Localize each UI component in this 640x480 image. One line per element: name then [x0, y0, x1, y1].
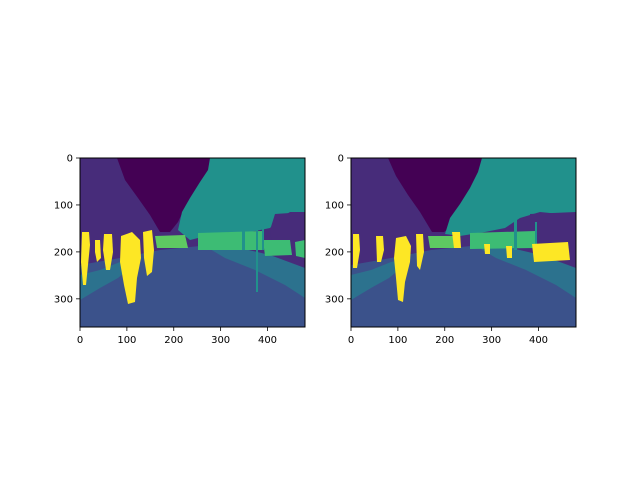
right-x-tick-label: 300: [482, 335, 501, 346]
left-x-tick-label: 300: [211, 335, 230, 346]
left-x-tick-label: 100: [117, 335, 136, 346]
right-y-axis: 0 100 200 300: [325, 154, 351, 305]
left-image-panel: 0 100 200 300 400 0 100 200 300: [54, 154, 306, 346]
right-x-tick-label: 0: [348, 335, 354, 346]
right-x-tick-label: 200: [435, 335, 454, 346]
right-y-tick-label: 200: [325, 247, 344, 258]
left-x-tick-label: 0: [77, 335, 83, 346]
right-x-tick-label: 100: [388, 335, 407, 346]
right-image-panel: 0 100 200 300 400 0 100 200 300: [325, 154, 577, 346]
right-y-tick-label: 300: [325, 294, 344, 305]
left-y-tick-label: 100: [54, 200, 73, 211]
right-y-tick-label: 100: [325, 200, 344, 211]
right-x-tick-label: 400: [529, 335, 548, 346]
right-x-axis: 0 100 200 300 400: [348, 327, 548, 346]
left-y-tick-label: 200: [54, 247, 73, 258]
right-y-tick-label: 0: [338, 154, 344, 165]
left-segmentation-image: [80, 158, 305, 327]
left-axes-frame: [79, 157, 306, 328]
left-x-tick-label: 400: [258, 335, 277, 346]
left-x-tick-label: 200: [164, 335, 183, 346]
right-axes-frame: [350, 157, 577, 328]
left-y-tick-label: 300: [54, 294, 73, 305]
left-y-tick-label: 0: [67, 154, 73, 165]
left-x-axis: 0 100 200 300 400: [77, 327, 277, 346]
left-y-axis: 0 100 200 300: [54, 154, 80, 305]
right-segmentation-image: [351, 158, 576, 327]
